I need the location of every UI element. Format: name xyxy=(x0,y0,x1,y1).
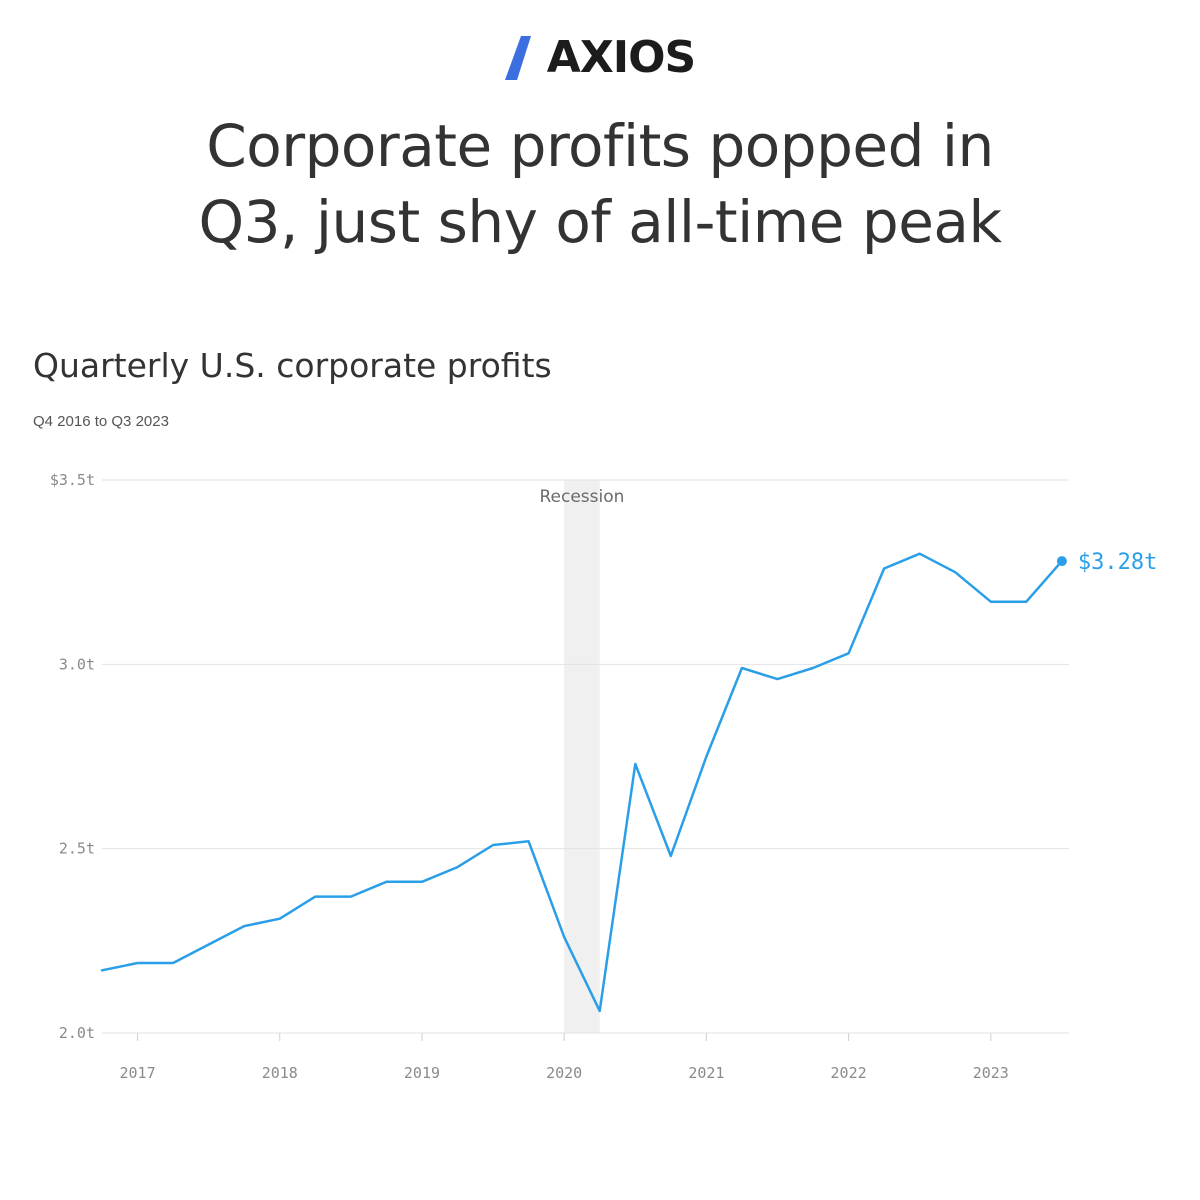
data-point xyxy=(527,840,529,842)
x-tick-label: 2022 xyxy=(831,1064,867,1082)
data-point xyxy=(918,553,920,555)
data-point xyxy=(741,667,743,669)
brand-name: AXIOS xyxy=(546,32,696,83)
data-point xyxy=(563,936,565,938)
recession-band xyxy=(564,480,600,1033)
data-point xyxy=(172,962,174,964)
y-tick-label: $3.5t xyxy=(50,471,95,489)
data-point xyxy=(279,918,281,920)
y-tick-label: 2.0t xyxy=(59,1024,95,1042)
data-point xyxy=(990,600,992,602)
data-point xyxy=(1025,600,1027,602)
data-point xyxy=(634,763,636,765)
data-point xyxy=(812,667,814,669)
brand-logo: AXIOS xyxy=(0,36,1200,80)
profits-series-line xyxy=(100,552,1064,1013)
data-point xyxy=(314,895,316,897)
end-point-marker xyxy=(1056,556,1067,567)
y-tick-label: 3.0t xyxy=(59,655,95,673)
data-point xyxy=(456,866,458,868)
x-tick-label: 2023 xyxy=(973,1064,1009,1082)
data-point xyxy=(421,881,423,883)
x-tick-label: 2020 xyxy=(546,1064,582,1082)
data-point xyxy=(776,678,778,680)
recession-label: Recession xyxy=(539,487,624,507)
x-tick-label: 2018 xyxy=(262,1064,298,1082)
data-point xyxy=(492,844,494,846)
x-tick-label: 2017 xyxy=(119,1064,155,1082)
chart-title: Quarterly U.S. corporate profits xyxy=(33,346,552,385)
end-value-label: $3.28t xyxy=(1078,550,1157,575)
data-point xyxy=(136,962,138,964)
data-point xyxy=(243,925,245,927)
x-tick-label: 2021 xyxy=(688,1064,724,1082)
data-point xyxy=(599,1010,601,1012)
data-point xyxy=(101,969,103,971)
headline-line-1: Corporate profits popped in xyxy=(206,112,994,180)
axios-logo-icon xyxy=(504,36,531,80)
data-point xyxy=(883,567,885,569)
data-point xyxy=(670,855,672,857)
data-point xyxy=(207,943,209,945)
data-point xyxy=(954,571,956,573)
headline: Corporate profits popped in Q3, just shy… xyxy=(100,108,1100,260)
y-tick-label: 2.5t xyxy=(59,840,95,858)
data-point xyxy=(385,881,387,883)
data-point xyxy=(350,895,352,897)
data-point xyxy=(847,652,849,654)
x-tick-label: 2019 xyxy=(404,1064,440,1082)
headline-line-2: Q3, just shy of all-time peak xyxy=(198,188,1002,256)
data-point xyxy=(705,755,707,757)
chart-subtitle: Q4 2016 to Q3 2023 xyxy=(33,413,169,430)
